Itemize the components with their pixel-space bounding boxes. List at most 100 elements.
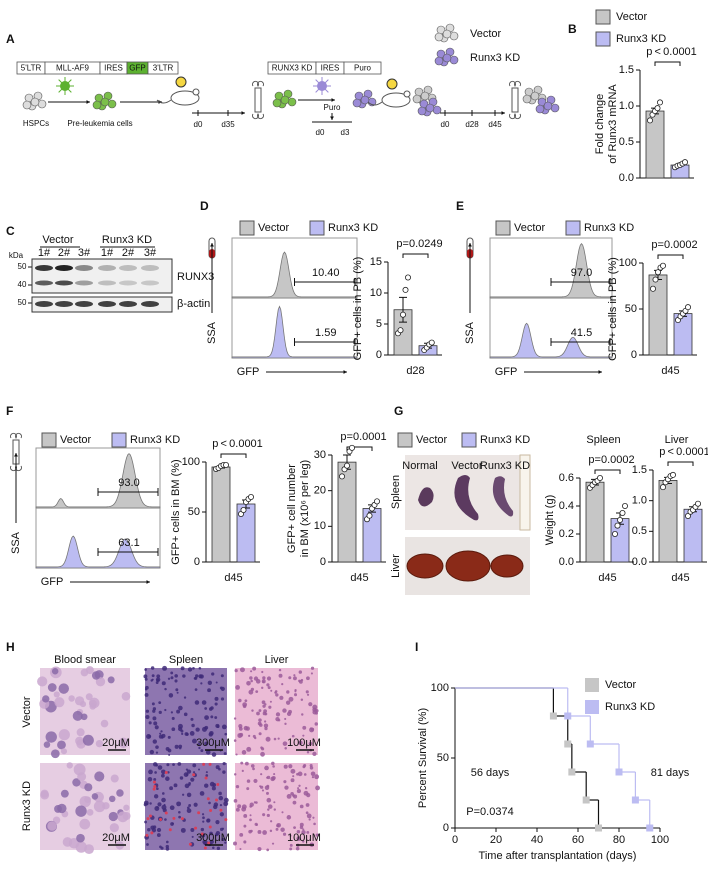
construct-label: IRES — [104, 64, 123, 73]
micrograph-rbc — [208, 825, 212, 829]
micrograph-cell — [264, 703, 267, 706]
legend-label: Vector — [258, 222, 290, 234]
micrograph-cell — [299, 825, 304, 830]
micrograph-cell — [51, 668, 59, 675]
data-point — [612, 531, 619, 538]
micrograph-cell — [223, 797, 229, 803]
photo-row: Liver — [390, 554, 402, 578]
data-point — [660, 484, 667, 491]
micrograph-cell — [214, 716, 218, 719]
spleen-shape — [492, 476, 514, 517]
x-axis-label: d45 — [224, 572, 242, 584]
legend-label: Runx3 KD — [480, 434, 530, 446]
y-axis-label: Percent Survival (%) — [417, 708, 429, 808]
micrograph-cell — [268, 705, 272, 709]
timeline-label: d28 — [465, 120, 479, 129]
data-point — [654, 105, 661, 112]
micrograph-cell — [178, 811, 181, 814]
spleen-shape — [454, 475, 479, 521]
micrograph-cell — [144, 693, 149, 697]
micrograph-cell — [107, 676, 115, 684]
micrograph-cell — [286, 815, 292, 820]
mouse-ear — [403, 90, 411, 98]
micrograph-cell — [272, 765, 275, 768]
arrow-head — [146, 580, 150, 584]
blot-band — [141, 265, 159, 271]
micrograph-cell — [292, 775, 295, 778]
micrograph-cell — [161, 797, 166, 803]
micrograph-cell — [302, 828, 305, 831]
micrograph-cell — [151, 674, 155, 678]
micrograph-cell — [166, 763, 170, 767]
micrograph-cell — [185, 732, 189, 736]
micrograph-cell — [298, 679, 303, 684]
micrograph-cell — [202, 820, 205, 823]
micrograph-cell — [151, 678, 154, 681]
micrograph-cell — [50, 749, 60, 759]
micrograph-cell — [224, 841, 227, 844]
micrograph-cell — [262, 813, 266, 817]
micrograph-cell — [310, 666, 315, 670]
micrograph-cell — [185, 773, 189, 776]
micrograph-cell — [276, 824, 280, 828]
micrograph-cell — [199, 791, 205, 796]
micrograph-cell — [273, 801, 276, 804]
micrograph-cell — [116, 789, 124, 797]
micrograph-cell — [266, 791, 269, 795]
micrograph-cell — [154, 771, 157, 774]
y-tick-label: 50 — [625, 303, 637, 315]
arrow-head — [14, 453, 18, 457]
micrograph-cell — [144, 668, 147, 671]
micrograph-cell — [161, 773, 165, 778]
blot-band — [75, 301, 93, 307]
p-bracket — [657, 254, 684, 259]
micrograph-cell — [170, 822, 174, 826]
blot-membrane — [31, 258, 173, 294]
error-bar — [399, 296, 407, 323]
micrograph-cell — [249, 805, 253, 808]
cell-icon — [100, 97, 110, 107]
micrograph-cell — [205, 774, 209, 777]
histogram — [489, 243, 613, 299]
x-axis-label: d45 — [661, 365, 679, 377]
micrograph-cell — [58, 729, 70, 741]
y-tick-label: 0 — [320, 556, 326, 568]
y-axis-label: GFP+ cells in PB (%) — [352, 257, 364, 361]
flow-y-label: SSA — [464, 321, 476, 344]
micrograph-rbc — [207, 841, 211, 845]
micrograph-cell — [172, 763, 175, 766]
micrograph-cell — [122, 811, 131, 821]
micrograph-cell — [253, 801, 257, 804]
micrograph-cell — [233, 799, 238, 803]
micrograph-cell — [145, 709, 150, 713]
micrograph-cell — [94, 771, 105, 782]
y-tick-label: 1.0 — [632, 495, 647, 507]
cell-label: HSPCs — [23, 119, 49, 128]
arrow-head — [501, 111, 505, 115]
y-tick-label: 1.5 — [619, 64, 634, 76]
micrograph-cell — [175, 688, 179, 692]
micrograph-cell — [192, 666, 195, 670]
panel-letter: C — [6, 224, 15, 238]
arrow-head — [331, 98, 335, 102]
y-tick-label: 0.5 — [632, 525, 647, 537]
radiation-icon — [175, 76, 187, 88]
gate-value: 93.0 — [118, 477, 139, 489]
data-point — [240, 506, 247, 513]
micrograph-cell — [293, 676, 297, 681]
micrograph-cell — [165, 776, 170, 781]
micrograph-cell — [171, 727, 176, 732]
micrograph-cell — [240, 761, 244, 765]
y-tick-label: 0 — [631, 349, 637, 361]
micrograph-cell — [45, 731, 57, 743]
y-axis-label: GFP+ cells in PB (%) — [607, 257, 619, 361]
micrograph-cell — [261, 670, 264, 674]
scale-label: 300μM — [196, 737, 230, 749]
micrograph-cell — [223, 752, 227, 755]
micrograph-cell — [286, 793, 292, 799]
micrograph-cell — [198, 746, 201, 750]
micrograph-cell — [304, 787, 308, 790]
micrograph-cell — [212, 846, 215, 850]
micrograph-cell — [72, 778, 81, 787]
y-tick-label: 0.2 — [559, 528, 574, 540]
